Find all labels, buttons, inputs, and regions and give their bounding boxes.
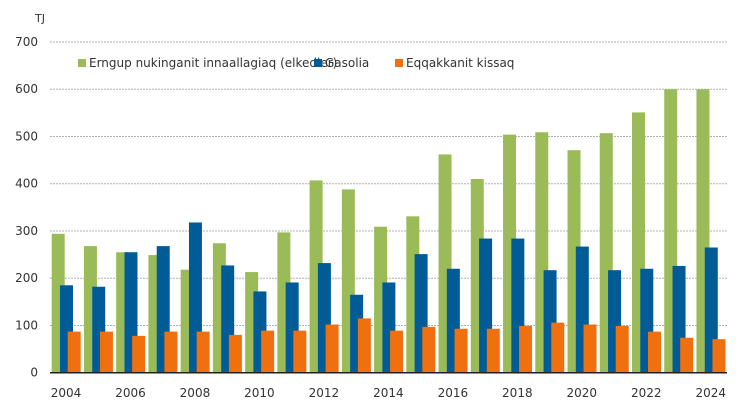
bar-eqqakkanit-2015 <box>422 326 436 373</box>
bar-eqqakkanit-2008 <box>196 331 210 373</box>
legend-swatch <box>314 59 322 67</box>
y-tick-label: 700 <box>15 35 38 49</box>
legend-item: Erngup nukinganit innaallagiaq (elkedler… <box>78 56 337 70</box>
x-tick-label: 2012 <box>309 386 340 400</box>
y-axis-ticks: 0 100 200 300 400 500 600 700 <box>15 35 38 380</box>
legend-swatch <box>395 59 403 67</box>
x-tick-label: 2010 <box>244 386 275 400</box>
x-tick-label: 2024 <box>695 386 726 400</box>
bar-eqqakkanit-2018 <box>519 325 533 373</box>
bar-eqqakkanit-2014 <box>390 330 404 373</box>
bar-eqqakkanit-2005 <box>99 331 113 373</box>
bar-eqqakkanit-2021 <box>615 325 629 373</box>
legend-label: Erngup nukinganit innaallagiaq (elkedler… <box>89 56 337 70</box>
bar-eqqakkanit-2012 <box>325 324 339 373</box>
y-tick-label: 0 <box>30 366 38 380</box>
bar-eqqakkanit-2020 <box>583 324 597 373</box>
legend: Erngup nukinganit innaallagiaq (elkedler… <box>78 56 514 70</box>
bar-eqqakkanit-2016 <box>454 328 468 373</box>
bar-eqqakkanit-2010 <box>261 330 275 373</box>
bar-eqqakkanit-2007 <box>164 331 178 373</box>
x-tick-label: 2014 <box>373 386 404 400</box>
legend-label: Gasolia <box>325 56 369 70</box>
bar-eqqakkanit-2022 <box>647 331 661 373</box>
x-tick-label: 2008 <box>180 386 211 400</box>
y-tick-label: 600 <box>15 82 38 96</box>
legend-swatch <box>78 59 86 67</box>
bar-eqqakkanit-2006 <box>132 335 146 373</box>
x-tick-label: 2020 <box>567 386 598 400</box>
bar-eqqakkanit-2024 <box>712 339 726 373</box>
bar-eqqakkanit-2019 <box>551 322 565 373</box>
x-tick-label: 2022 <box>631 386 662 400</box>
x-tick-label: 2004 <box>51 386 82 400</box>
y-tick-label: 300 <box>15 224 38 238</box>
y-tick-label: 400 <box>15 177 38 191</box>
y-axis-unit-label: TJ <box>34 12 45 25</box>
legend-item: Eqqakkanit kissaq <box>395 56 514 70</box>
y-tick-label: 500 <box>15 129 38 143</box>
x-tick-label: 2018 <box>502 386 533 400</box>
y-tick-label: 100 <box>15 318 38 332</box>
legend-item: Gasolia <box>314 56 369 70</box>
x-axis-ticks: 2004 2006 2008 2010 2012 2014 2016 2018 2020 2022… <box>51 386 726 400</box>
y-tick-label: 200 <box>15 271 38 285</box>
bars <box>51 89 726 373</box>
bar-eqqakkanit-2011 <box>293 330 307 373</box>
x-tick-label: 2006 <box>115 386 146 400</box>
bar-eqqakkanit-2009 <box>228 334 242 373</box>
bar-eqqakkanit-2023 <box>680 337 694 373</box>
bar-eqqakkanit-2004 <box>67 331 81 373</box>
legend-label: Eqqakkanit kissaq <box>406 56 514 70</box>
x-tick-label: 2016 <box>438 386 469 400</box>
bar-eqqakkanit-2013 <box>357 318 371 373</box>
bar-eqqakkanit-2017 <box>486 328 500 373</box>
